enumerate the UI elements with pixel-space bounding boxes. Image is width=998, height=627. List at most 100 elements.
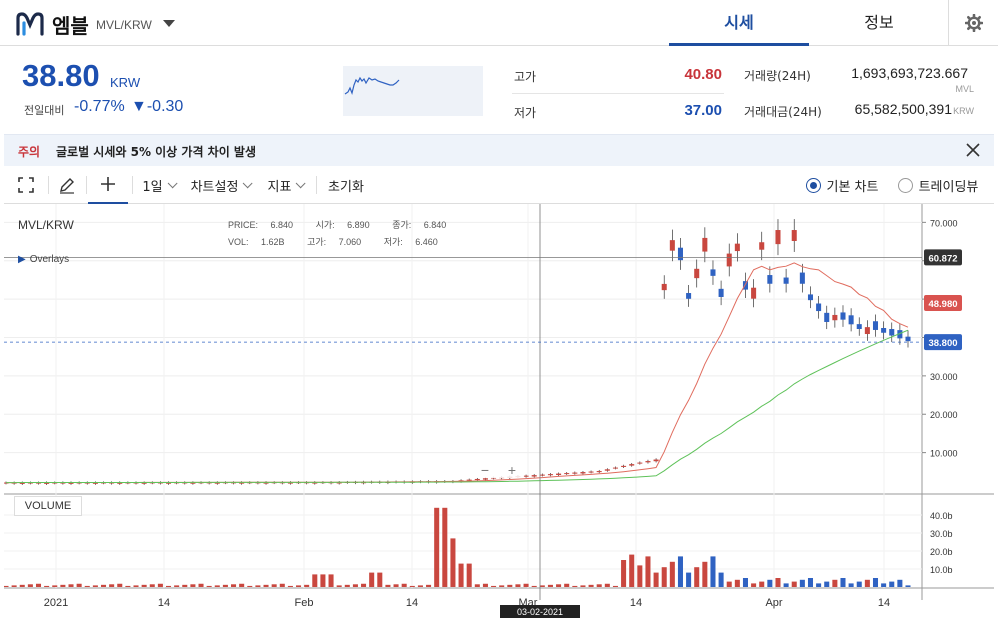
candle	[710, 260, 716, 285]
volume-bar	[564, 583, 570, 587]
volume-bar	[799, 579, 805, 587]
volume-bar	[767, 579, 773, 587]
volume-bar	[182, 584, 188, 587]
coin-name: 엠블	[52, 14, 89, 38]
volume-bar	[84, 585, 90, 587]
candle-body	[141, 482, 147, 484]
volume-bar	[222, 584, 228, 587]
candle-body	[759, 242, 765, 250]
candle-body	[816, 303, 822, 312]
volume-bar	[320, 574, 326, 587]
view-trading-radio[interactable]: 트레이딩뷰	[892, 166, 984, 204]
price-gap-notice: 주의 글로벌 시세와 5% 이상 가격 차이 발생	[4, 134, 994, 166]
zoom-controls: − +	[474, 462, 524, 478]
volume-bar	[507, 584, 513, 587]
candle	[751, 279, 757, 308]
crosshair-date-bg	[500, 605, 580, 618]
draw-button[interactable]	[50, 166, 84, 204]
low-value: 6.460	[415, 237, 438, 247]
volume-bar	[824, 581, 830, 587]
volume-bar	[686, 572, 692, 587]
high-price-label: 고가	[514, 70, 537, 84]
crosshair-icon	[101, 177, 115, 191]
volume-bar	[645, 556, 651, 587]
candle-body	[190, 482, 196, 484]
candle-body	[564, 473, 570, 475]
chevron-down-icon[interactable]	[160, 16, 178, 30]
crosshair-button[interactable]	[88, 166, 128, 204]
change-percent: -0.77%	[74, 98, 125, 115]
volume-label: VOLUME	[14, 496, 82, 516]
interval-label: 1일	[142, 179, 163, 195]
chart-settings-label: 차트설정	[190, 179, 239, 195]
overlays-label: Overlays	[29, 254, 70, 265]
volume-bar	[889, 581, 895, 587]
volume-bar	[27, 584, 33, 587]
toolbar-divider	[86, 176, 87, 194]
candle	[889, 322, 895, 343]
high-value: 7.060	[338, 237, 362, 247]
candle	[44, 481, 50, 485]
candle-body	[263, 482, 269, 484]
candle	[864, 320, 870, 341]
close-icon[interactable]	[964, 141, 982, 159]
chevron-down-icon	[167, 177, 178, 188]
volume-bar	[450, 538, 456, 587]
volume-bar	[92, 585, 98, 587]
chart-toolbar: 1일 차트설정 지표 초기화 기본 차트 트레이딩뷰	[4, 166, 994, 204]
candle	[742, 272, 748, 299]
volume-bar	[718, 572, 724, 587]
reset-button[interactable]: 초기화	[328, 179, 364, 195]
candle-body	[677, 247, 683, 261]
long-moving-average-line	[6, 329, 909, 484]
candle-body	[92, 482, 98, 484]
candle	[547, 473, 553, 477]
overlays-toggle[interactable]: ▶ Overlays	[18, 254, 69, 265]
candle-body	[775, 230, 781, 245]
fullscreen-button[interactable]	[8, 166, 44, 204]
volume-bar	[677, 556, 683, 587]
volume-bar	[109, 584, 115, 587]
candle-body	[864, 327, 870, 335]
candle-body	[580, 472, 586, 474]
volume-bar	[474, 584, 480, 587]
interval-select[interactable]: 1일	[138, 166, 178, 204]
tab-sise[interactable]: 시세	[669, 0, 809, 46]
indicators-select[interactable]: 지표	[262, 166, 308, 204]
ohlc-row-1: PRICE: 6.840 시가: 6.890 종가: 6.840	[228, 218, 466, 231]
chart-settings-select[interactable]: 차트설정	[184, 166, 256, 204]
indicators-label: 지표	[267, 179, 292, 195]
volume-bar	[279, 583, 285, 587]
volume-bar	[734, 579, 740, 587]
candle	[677, 238, 683, 270]
view-basic-radio[interactable]: 기본 차트	[802, 166, 882, 204]
high-price-value: 40.80	[684, 66, 722, 83]
volume-bar	[556, 584, 562, 587]
candle-body	[807, 294, 814, 301]
open-value: 6.890	[347, 220, 370, 230]
volume-bar	[629, 554, 635, 587]
chart-canvas[interactable]: 70.00060.00050.00040.00030.00020.00010.0…	[4, 204, 994, 618]
volume-bars	[4, 507, 911, 587]
price-chart[interactable]: 70.00060.00050.00040.00030.00020.00010.0…	[4, 204, 994, 618]
radio-checked-icon	[805, 177, 821, 193]
candle-body	[824, 312, 830, 322]
volume-bar	[864, 579, 870, 587]
settings-button[interactable]	[948, 0, 998, 46]
candle-body	[742, 281, 748, 290]
volume-bar	[328, 574, 334, 587]
volume-bar	[547, 584, 553, 587]
volume-bar	[816, 583, 822, 587]
chart-grid	[4, 204, 994, 600]
tab-info[interactable]: 정보	[864, 13, 894, 32]
volume-bar	[499, 585, 505, 587]
candle-body	[629, 464, 635, 466]
volume-bar	[905, 585, 911, 587]
view-trading-label: 트레이딩뷰	[918, 179, 979, 195]
radio-unchecked-icon	[897, 177, 913, 193]
short-moving-average-line	[6, 262, 909, 484]
x-tick-label: 14	[630, 597, 642, 609]
change-label: 전일대비	[24, 104, 65, 117]
volume-bar	[637, 565, 643, 587]
volume-bar	[60, 584, 66, 587]
